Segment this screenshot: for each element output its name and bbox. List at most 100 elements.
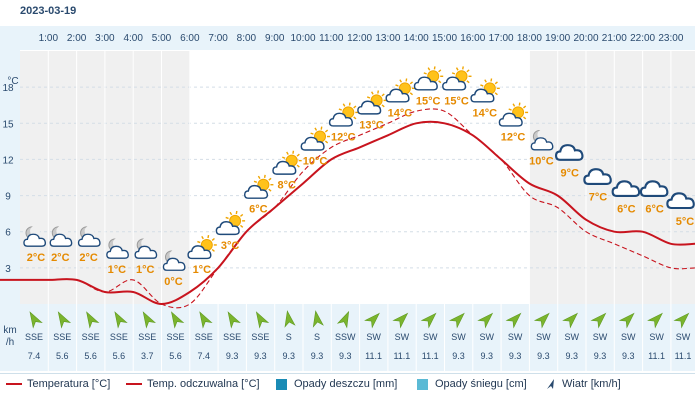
temperature-label: 1°C [136,264,155,276]
night-shade-evening [529,51,695,304]
wind-speed: 11.1 [365,351,382,361]
y-tick-label: 12 [2,155,14,166]
sun-cloud-icon [442,66,472,91]
sun-cloud-icon [272,150,302,175]
temperature-label: 15°C [444,95,469,107]
wind-arrow-icon [392,312,409,329]
wind-speed: 9.3 [509,351,522,361]
wind-speed: 5.6 [169,351,182,361]
temperature-label: 2°C [27,252,46,264]
wind-speed: 9.3 [452,351,465,361]
night-cloudy-icon [23,225,47,247]
sun-cloud-icon [187,234,217,260]
wind-speed: 9.3 [254,351,267,361]
wind-direction: SSE [223,332,241,342]
y-axis-panel [0,26,20,304]
wind-speed: 11.1 [422,351,439,361]
wind-direction: SW [480,332,495,342]
y-unit-label: °C [7,76,18,87]
y-tick-label: 18 [2,83,14,94]
hour-tick-label: 5:00 [152,33,172,44]
hour-tick-label: 14:00 [404,33,429,44]
temperature-label: 1°C [193,264,212,276]
temperature-label: 2°C [79,252,98,264]
wind-arrow-icon [255,311,270,329]
wind-direction: SSE [251,332,269,342]
cloud-icon [611,180,641,198]
wind-direction: SW [649,332,664,342]
wind-speed: 9.3 [481,351,494,361]
wind-speed: 11.1 [648,351,665,361]
wind-direction: SW [536,332,551,342]
wind-arrow-icon [364,312,380,329]
legend-snow: Opady śniegu [cm] [417,378,527,390]
hour-tick-label: 3:00 [95,33,115,44]
wind-arrow-icon [142,311,156,329]
y-tick-label: 3 [5,264,11,275]
wind-arrow-icon [171,311,185,329]
wind-speed: 9.3 [311,351,324,361]
wind-arrow-icon [673,312,690,329]
wind-direction: SW [508,332,523,342]
wind-unit-km: km [3,325,16,336]
temperature-label: 14°C [388,107,413,119]
hour-tick-label: 21:00 [602,33,627,44]
sun-cloud-icon [413,66,444,91]
hour-tick-label: 6:00 [180,33,200,44]
temperature-label: 12°C [501,131,526,143]
feels-like-line [0,108,695,309]
hour-tick-label: 15:00 [432,33,457,44]
wind-arrow-icon [336,310,350,329]
hour-header [20,26,695,50]
wind-arrow-icon [420,312,437,329]
hour-tick-label: 10:00 [290,33,315,44]
wind-speed: 11.1 [675,351,692,361]
temperature-label: 10°C [303,156,328,168]
wind-speed: 5.6 [56,351,69,361]
temperature-label: 12°C [331,131,356,143]
wind-arrow-icon [29,311,43,329]
wind-direction: SW [676,332,691,342]
wind-unit-h: /h [6,337,14,348]
wind-speed: 9.3 [537,351,550,361]
temperature-label: 14°C [473,107,498,119]
legend-temp: Temperatura [°C] [6,378,110,390]
wind-direction: SSE [82,332,100,342]
wind-direction: SSE [53,332,71,342]
wind-arrow-icon [562,312,579,329]
temperature-label: 6°C [249,204,268,216]
cloud-icon [555,144,584,161]
temperature-label: 0°C [164,276,183,288]
wind-arrow-icon [57,311,72,329]
hour-tick-label: 8:00 [237,33,257,44]
y-tick-label: 9 [5,192,11,203]
wind-speed: 7.4 [198,351,211,361]
wind-direction: SSE [195,332,213,342]
temperature-label: 3°C [221,240,240,252]
wind-arrow-icon [448,312,465,329]
wind-direction: SSE [110,332,128,342]
wind-direction: SW [451,332,466,342]
wind-speed: 9.3 [565,351,578,361]
wind-arrow-icon [547,379,554,389]
wind-speed: 9.3 [594,351,607,361]
weather-chart: 3 6 9 12 15 18 1:00 2:00 3:00 4:00 5:00 6:00 7:00 8:… [0,26,695,371]
temperature-label: 10°C [529,156,554,168]
wind-speed: 3.7 [141,351,154,361]
hour-tick-label: 13:00 [375,33,400,44]
wind-direction: SW [564,332,579,342]
night-cloudy-icon [134,237,158,259]
chart-date: 2023-03-19 [20,5,77,17]
wind-arrow-icon [284,310,296,328]
hour-tick-label: 2:00 [67,33,87,44]
temperature-label: 8°C [277,180,296,192]
wind-speed: 9.3 [339,351,352,361]
hour-tick-label: 16:00 [460,33,485,44]
temperature-label: 6°C [645,204,664,216]
temperature-line [0,120,695,306]
hour-tick-label: 17:00 [489,33,514,44]
wind-direction: S [286,332,292,342]
sun-cloud-icon [470,78,500,103]
temperature-label: 13°C [359,119,384,131]
legend-wind: Wiatr [km/h] [546,378,621,390]
